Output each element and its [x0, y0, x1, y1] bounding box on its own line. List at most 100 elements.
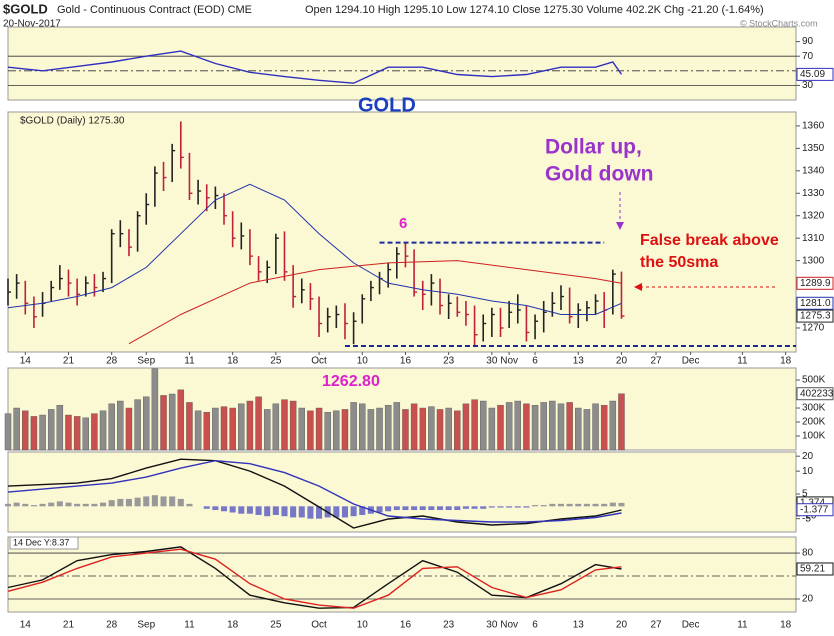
histogram-bar — [445, 506, 452, 511]
date: 20-Nov-2017 — [3, 19, 61, 30]
volume-bar — [4, 413, 12, 451]
volume-bar — [557, 403, 565, 451]
histogram-bar — [316, 506, 323, 519]
histogram-bar — [22, 503, 29, 507]
x-tick-label: 23 — [443, 620, 455, 631]
histogram-bar — [39, 503, 46, 507]
x-tick-label: 11 — [184, 620, 195, 631]
volume-bar — [307, 410, 314, 451]
volume-bar — [108, 403, 115, 451]
histogram-bar — [393, 506, 400, 511]
volume-bar — [523, 403, 530, 451]
x-tick-label: 30 — [486, 356, 498, 367]
y-tick-label: 20 — [802, 451, 814, 462]
volume-bar — [531, 405, 539, 451]
volume-bar — [186, 402, 193, 451]
x-tick-label: 11 — [184, 356, 195, 367]
price-legend: $GOLD (Daily) 1275.30 — [20, 116, 125, 127]
stoch-label: 14 Dec Y:8.37 — [13, 537, 69, 547]
histogram-bar — [592, 503, 599, 507]
volume-bar — [575, 407, 582, 451]
volume-bar — [255, 396, 262, 451]
histogram-bar — [419, 506, 426, 511]
x-tick-label: 25 — [270, 356, 282, 367]
volume-bar — [160, 395, 167, 451]
value-label: 45.09 — [800, 69, 825, 80]
histogram-bar — [186, 503, 193, 507]
volume-bar — [419, 407, 426, 451]
volume-bar — [65, 414, 72, 451]
volume-bar — [384, 405, 392, 451]
histogram-bar — [212, 506, 219, 511]
volume-bar — [445, 407, 452, 451]
x-tick-label: 20 — [616, 356, 628, 367]
histogram-bar — [100, 502, 107, 507]
series-line — [7, 548, 622, 609]
histogram-bar — [74, 503, 81, 507]
x-tick-label: 11 — [737, 620, 748, 631]
histogram-bar — [497, 506, 504, 508]
annotation: 6 — [399, 215, 407, 232]
volume-bar — [333, 410, 340, 451]
volume-bar — [91, 413, 98, 451]
histogram-bar — [557, 503, 565, 507]
x-tick-label: Dec — [682, 356, 700, 367]
histogram-bar — [298, 506, 305, 518]
histogram-bar — [514, 506, 521, 508]
value-label: 1281.0 — [800, 298, 831, 309]
histogram-bar — [532, 505, 539, 507]
histogram-bar — [229, 506, 236, 513]
histogram-bar — [471, 506, 478, 509]
x-tick-label: 18 — [227, 356, 239, 367]
symbol: $GOLD — [3, 1, 48, 16]
y-tick-label: 1320 — [802, 210, 825, 221]
volume-bar — [99, 410, 107, 451]
y-tick-label: 10 — [802, 466, 814, 477]
value-box — [796, 387, 834, 401]
annotation: False break above — [640, 232, 779, 249]
y2-tick-label: 5 — [802, 489, 808, 500]
volume-bar — [428, 406, 435, 451]
volume-bar — [376, 407, 383, 451]
histogram-bar — [255, 506, 262, 515]
x-tick-label: 13 — [573, 356, 585, 367]
volume-bar — [117, 400, 124, 451]
histogram-bar — [48, 502, 55, 507]
value-label: 1.374 — [800, 498, 825, 509]
volume-bar — [298, 407, 305, 451]
volume-bar — [549, 400, 556, 451]
volume-bar — [220, 406, 228, 451]
y-tick-label: 1360 — [802, 121, 825, 132]
histogram-bar — [575, 503, 582, 507]
volume-bar — [212, 407, 219, 451]
volume-bar — [479, 400, 487, 451]
volume-bar — [341, 409, 349, 451]
volume-bar — [540, 402, 547, 451]
x-tick-label: 13 — [573, 620, 585, 631]
histogram-bar — [454, 506, 461, 511]
y-tick-label: 1310 — [802, 233, 825, 244]
x-tick-label: 21 — [63, 356, 75, 367]
x-tick-label: Nov — [500, 620, 518, 631]
value-box — [796, 296, 834, 310]
histogram-bar — [436, 506, 444, 511]
histogram-bar — [91, 503, 98, 507]
volume-bar — [592, 403, 599, 451]
histogram-bar — [549, 503, 556, 507]
volume-bar — [143, 396, 150, 451]
value-label: 59.21 — [800, 564, 825, 575]
x-tick-label: 28 — [106, 620, 118, 631]
annotation: 1262.80 — [322, 373, 380, 390]
y-tick-label: 30 — [802, 80, 814, 91]
annotation: Gold down — [545, 163, 653, 186]
histogram-bar — [609, 502, 616, 507]
histogram-bar — [13, 502, 20, 507]
histogram-bar — [290, 506, 297, 518]
histogram-bar — [428, 506, 435, 511]
y-tick-label: 1340 — [802, 165, 825, 176]
y-tick-label: 1330 — [802, 188, 825, 199]
x-tick-label: 10 — [357, 620, 369, 631]
histogram-bar — [117, 498, 124, 507]
x-tick-label: 30 — [486, 620, 498, 631]
volume-bar — [410, 403, 418, 451]
